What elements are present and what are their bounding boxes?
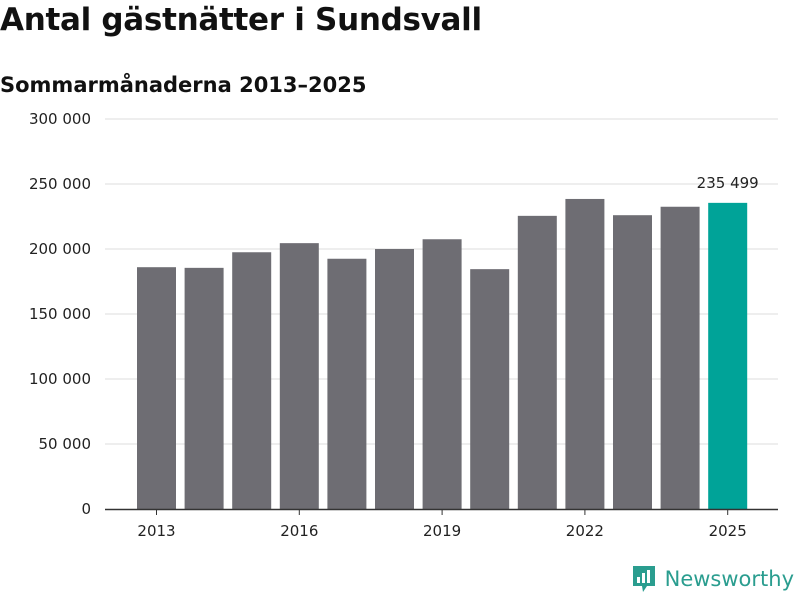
bar-2016 [279,243,319,509]
y-tick-label: 150 000 [29,305,91,323]
x-tick-label: 2022 [566,522,604,540]
x-tick-label: 2016 [280,522,318,540]
x-tick-label: 2019 [423,522,461,540]
y-axis-labels: 0 50 000 100 000 150 000 200 000 250 000 300 0… [29,110,91,518]
y-tick-label: 300 000 [29,110,91,128]
bar-2017 [327,258,367,509]
bar-2022 [565,198,605,509]
chart-title: Antal gästnätter i Sundsvall [0,2,482,38]
bar-2019 [422,239,462,509]
brand-logo: Newsworthy [631,564,794,594]
newsworthy-logo-icon [632,566,655,592]
bar-2024 [660,206,700,509]
y-tick-label: 250 000 [29,175,91,193]
chart-subtitle: Sommarmånaderna 2013–2025 [0,73,367,97]
bars [137,198,748,509]
y-tick-label: 0 [81,500,91,518]
bar-2013 [137,267,176,509]
brand-name: Newsworthy [664,567,794,591]
bar-2018 [375,249,414,509]
highlight-value-label: 235 499 [697,174,759,192]
data-labels: 235 499 [697,174,759,192]
bar-2014 [184,267,224,509]
x-axis-labels: 2013 2016 2019 2022 2025 [137,510,747,540]
bar-2015 [232,252,272,509]
bar-2025 [708,202,748,509]
bar-2020 [470,269,510,509]
bar-2023 [613,215,652,509]
bar-2021 [517,215,557,509]
y-tick-label: 50 000 [39,435,92,453]
x-tick-label: 2013 [137,522,175,540]
x-tick-label: 2025 [709,522,747,540]
y-tick-label: 200 000 [29,240,91,258]
y-tick-label: 100 000 [29,370,91,388]
